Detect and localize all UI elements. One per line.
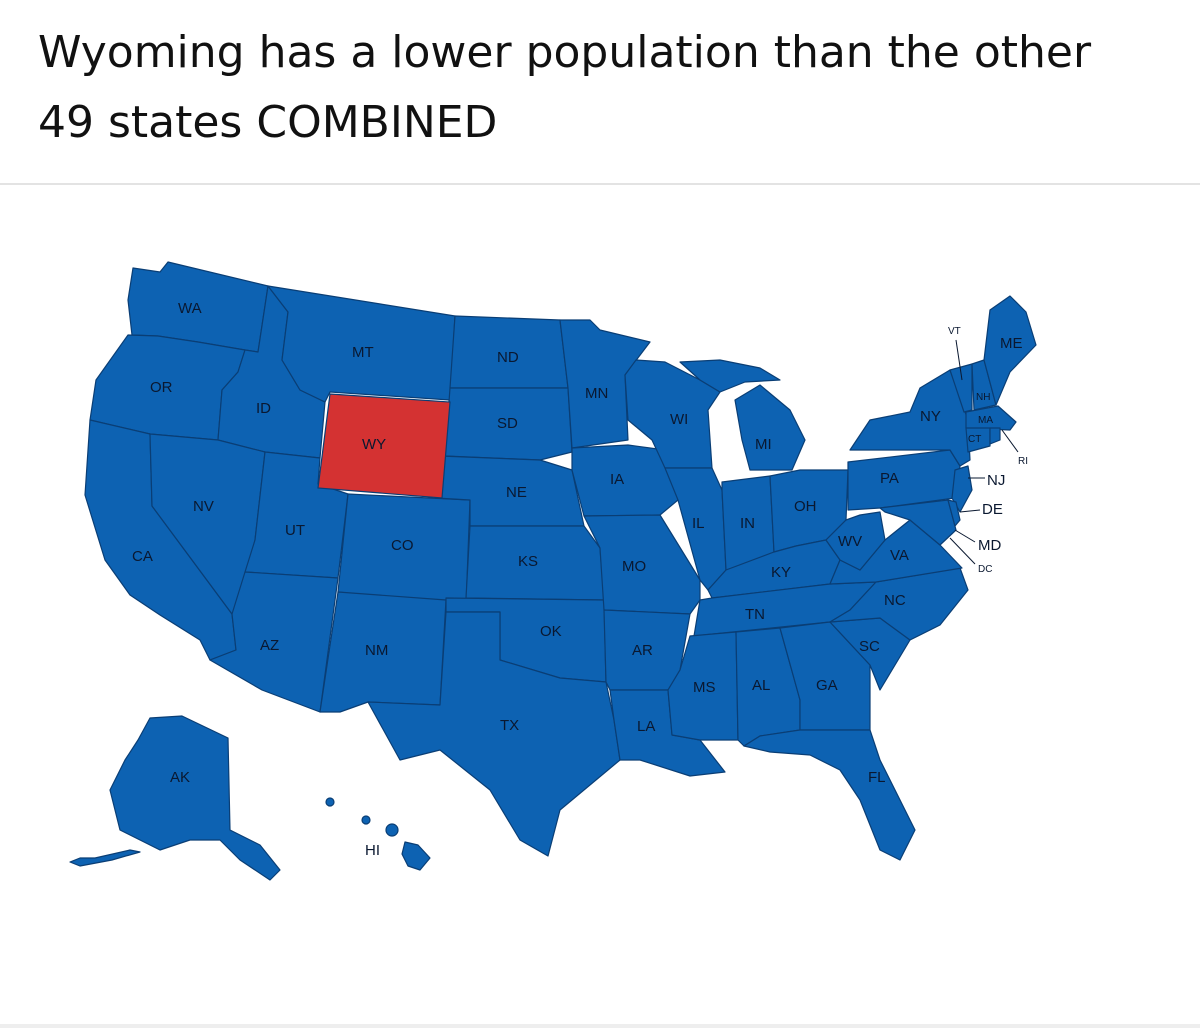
label-va: VA [890,547,909,564]
label-az: AZ [260,637,279,654]
state-mi-up [679,359,781,393]
label-mo: MO [622,558,646,575]
label-ne: NE [506,484,527,501]
state-ia [571,444,679,517]
label-or: OR [150,379,173,396]
label-nj: NJ [987,472,1005,489]
state-nc [829,567,969,641]
label-ct: CT [968,434,981,445]
label-vt: VT [948,326,961,337]
label-de: DE [982,501,1003,518]
leader-lines [949,339,1019,565]
label-nc: NC [884,592,906,609]
label-ut: UT [285,522,305,539]
label-md: MD [978,537,1001,554]
state-ct [965,427,991,453]
state-hi-oahu [361,815,371,825]
state-az [209,571,339,713]
state-vt [949,363,973,413]
label-co: CO [391,537,414,554]
label-nd: ND [497,349,519,366]
label-fl: FL [868,769,886,786]
state-ak [109,715,281,881]
post-title: Wyoming has a lower population than the … [38,18,1178,158]
state-ma [965,405,1017,431]
state-labels: WA OR CA ID NV MT WY UT AZ CO NM ND SD N… [132,300,1028,859]
label-nh: NH [976,392,990,403]
label-mt: MT [352,344,374,361]
label-ma: MA [978,415,993,426]
label-mn: MN [585,385,608,402]
state-tx [367,611,621,857]
label-oh: OH [794,498,817,515]
label-tx: TX [500,717,519,734]
label-in: IN [740,515,755,532]
label-sd: SD [497,415,518,432]
state-wv [825,511,886,571]
label-ny: NY [920,408,941,425]
header-divider [0,183,1200,185]
label-al: AL [752,677,770,694]
state-fl [743,729,916,861]
label-wa: WA [178,300,202,317]
bottom-divider [0,1024,1200,1028]
label-wi: WI [670,411,688,428]
label-tn: TN [745,606,765,623]
label-dc: DC [978,564,992,575]
label-ri: RI [1018,456,1028,467]
label-hi: HI [365,842,380,859]
label-nm: NM [365,642,388,659]
label-sc: SC [859,638,880,655]
state-hi-maui [385,823,399,837]
label-ak: AK [170,769,190,786]
state-nj [951,465,973,513]
label-pa: PA [880,470,899,487]
label-ar: AR [632,642,653,659]
state-ak-chain [69,849,141,867]
state-ut [244,451,349,579]
label-il: IL [692,515,705,532]
state-mi [734,384,806,471]
label-id: ID [256,400,271,417]
label-wv: WV [838,533,862,550]
state-me [983,295,1037,406]
state-mo [583,514,701,615]
label-ks: KS [518,553,538,570]
label-ms: MS [693,679,716,696]
state-hi-big [401,841,431,871]
label-me: ME [1000,335,1023,352]
title-line-2: 49 states COMBINED [38,97,498,148]
label-ga: GA [816,677,838,694]
label-wy: WY [362,436,386,453]
state-hi-kauai [325,797,335,807]
label-ky: KY [771,564,791,581]
label-ia: IA [610,471,624,488]
state-wy [317,393,451,499]
state-ny [849,369,971,467]
state-de [947,499,961,527]
label-ca: CA [132,548,153,565]
label-la: LA [637,718,655,735]
label-nv: NV [193,498,214,515]
label-mi: MI [755,436,772,453]
title-line-1: Wyoming has a lower population than the … [38,27,1092,78]
label-ok: OK [540,623,562,640]
state-ri [989,427,1001,445]
